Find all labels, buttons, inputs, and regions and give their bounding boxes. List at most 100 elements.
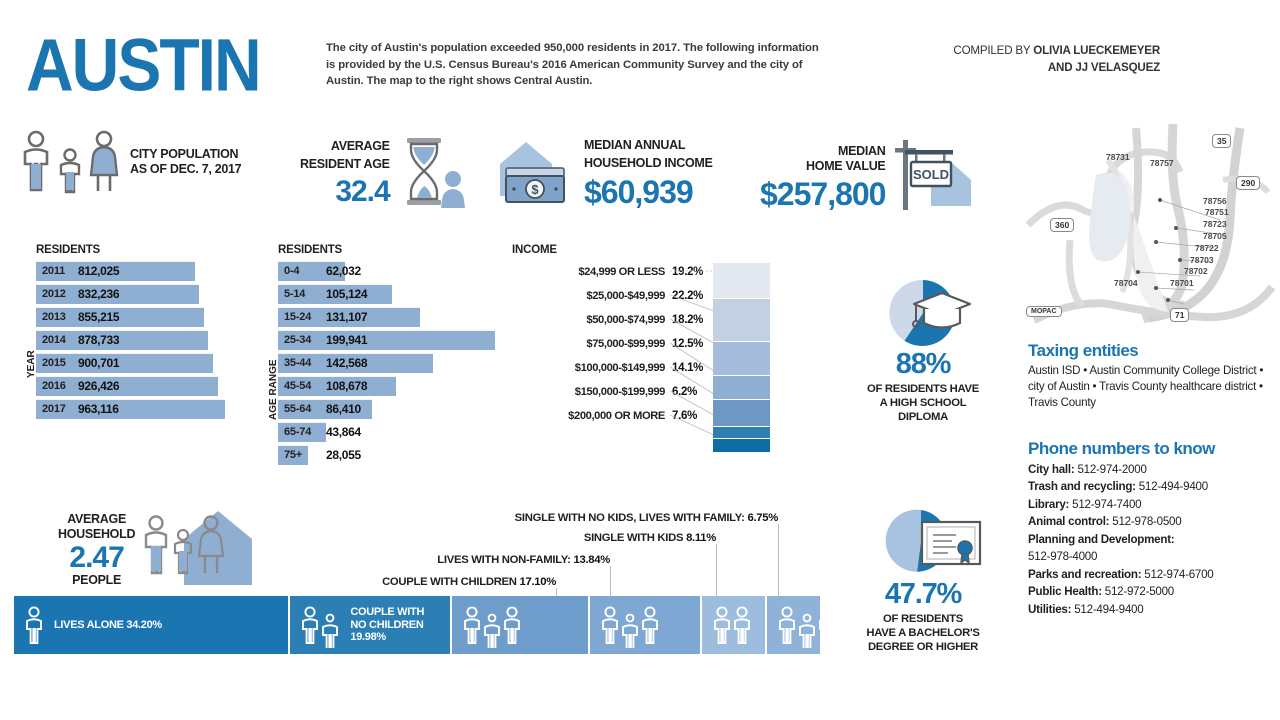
bar-fill [278,307,421,327]
map-zip-78701: 78701 [1170,278,1194,288]
bar-fill [278,376,396,396]
intro-paragraph: The city of Austin's population exceeded… [326,42,819,87]
map-zip-78756: 78756 [1203,196,1227,206]
average-age-value: 32.4 [335,175,390,208]
bar-category: 25-34 [284,334,312,346]
median-home-value-label: MEDIAN HOME VALUE [806,144,886,173]
bar-row: 2017 963,116 [36,399,246,419]
stat-average-household: AVERAGE HOUSEHOLD 2.47 PEOPLE [58,512,135,588]
household-segment[interactable]: LIVES ALONE 34.20% [14,596,291,654]
leader-line-2 [716,544,717,596]
phone-list-item: 512-978-4000 [1028,550,1098,564]
household-segment[interactable] [767,596,822,654]
bar-category: 5-14 [284,288,306,300]
income-swatch [713,299,770,342]
household-segment[interactable] [451,596,591,654]
sidebar-phone-numbers: Phone numbers to know City hall: 512-974… [1028,439,1278,619]
phone-list-item: Library: 512-974-7400 [1028,497,1142,511]
phone-list-item: Utilities: 512-494-9400 [1028,602,1144,616]
income-bracket-label: $50,000-$74,999 [586,314,665,326]
income-swatch [713,399,770,427]
map-zip-78757: 78757 [1150,158,1174,168]
high-school-pct: 88% [895,348,952,380]
median-income-value: $60,939 [584,174,694,210]
income-bracket-pct: 12.5% [672,338,704,350]
leader-line-1 [778,524,779,596]
bar-category: 65-74 [284,426,312,438]
bar-row: 2013 855,215 [36,307,246,327]
income-row: $100,000-$149,999 14.1% [512,356,712,380]
map-shield-35: 35 [1212,134,1232,148]
credit-block: COMPILED BY OLIVIA LUECKEMEYER AND JJ VE… [860,42,1160,76]
bar-category: 2013 [42,311,66,323]
person-group-icon [713,606,750,644]
bar-row: 2014 878,733 [36,330,246,350]
map-zip-78705: 78705 [1203,231,1227,241]
person-group-icon [463,606,520,648]
bar-value: 900,701 [78,356,120,370]
household-composition-bar: LIVES ALONE 34.20% COUPLE WITH NO CHILDREN… [14,596,822,654]
bar-category: 2015 [42,357,66,369]
bar-value: 142,568 [326,356,368,370]
bar-category: 2012 [42,288,66,300]
bar-fill [36,399,225,419]
income-rows-container: $24,999 OR LESS 19.2% $25,000-$49,999 22.2%… [512,260,712,428]
person-group-icon [779,606,820,648]
phone-list: City hall: 512-974-2000 Trash and recycli… [1028,461,1278,619]
average-age-label: AVERAGE RESIDENT AGE [300,139,390,171]
stat-median-home-value: MEDIAN HOME VALUE $257,800 SOLD [760,136,977,218]
map-zip-78702: 78702 [1184,266,1208,276]
residents-by-age-title: RESIDENTS [278,244,343,256]
income-row: $75,000-$99,999 12.5% [512,332,712,356]
household-segment[interactable] [701,596,768,654]
map-shield-71: 71 [1170,308,1190,322]
income-bracket-label: $150,000-$199,999 [574,386,666,398]
income-row: $50,000-$74,999 18.2% [512,308,712,332]
bar-row: 35-44 142,568 [278,353,508,373]
bar-fill [36,307,204,327]
household-segment[interactable] [590,596,702,654]
people-icon [18,130,122,194]
family-house-icon [128,505,258,590]
bar-value: 199,941 [326,333,368,347]
bar-value: 43,864 [326,425,361,439]
bar-category: 2017 [42,403,66,415]
bar-row: 0-4 62,032 [278,261,508,281]
sidebar-taxing-entities: Taxing entities Austin ISD • Austin Comm… [1028,341,1274,411]
chart-residents-by-year: RESIDENTS 2011 812,025 2012 832,236 2013 855,… [36,244,246,422]
graduation-cap-icon [912,291,972,329]
sold-sign-icon: SOLD [891,136,977,218]
hourglass-icon [398,136,450,208]
map-zip-78722: 78722 [1195,243,1219,253]
income-title: INCOME [512,244,557,256]
map-zip-78723: 78723 [1203,219,1227,229]
phone-list-item: Animal control: 512-978-0500 [1028,515,1182,529]
bachelors-pct: 47.7% [884,578,962,610]
chart-residents-by-age: RESIDENTS 0-4 62,032 5-14 105,124 15-24 131,1… [278,244,508,468]
bar-value: 812,025 [78,264,120,278]
bar-category: 2011 [42,265,66,277]
income-bracket-label: $24,999 OR LESS [578,266,665,278]
bar-fill [36,284,200,304]
phone-list-item: Parks and recreation: 512-974-6700 [1028,567,1214,581]
stat-city-population: CITY POPULATION AS OF DEC. 7, 2017 [18,130,242,194]
phone-list-item: City hall: 512-974-2000 [1028,462,1147,476]
bachelors-caption: OF RESIDENTS HAVE A BACHELOR'S DEGREE OR… [866,613,980,653]
income-bracket-label: $100,000-$149,999 [574,362,666,374]
stat-bachelors-degree: 47.7% OF RESIDENTS HAVE A BACHELOR'S DEG… [838,508,1008,654]
leader-line-3 [610,566,611,596]
bar-row: 15-24 131,107 [278,307,508,327]
average-household-value: 2.47 [69,541,124,574]
bar-category: 35-44 [284,357,312,369]
map-shield-mopac: MOPAC [1026,306,1062,317]
callout-couple-with-children: COUPLE WITH CHILDREN 17.10% [382,576,556,588]
diploma-certificate-icon [920,520,982,566]
leader-line-4 [556,588,557,596]
bar-row: 25-34 199,941 [278,330,508,350]
household-segment[interactable]: COUPLE WITH NO CHILDREN 19.98% [290,596,452,654]
central-austin-map[interactable]: 78731 78757 78756 78751 78723 78705 7872… [1018,120,1280,335]
average-household-unit: PEOPLE [72,573,122,587]
map-zip-78704: 78704 [1114,278,1138,288]
income-swatch [713,426,770,439]
map-zip-78751: 78751 [1205,207,1229,217]
